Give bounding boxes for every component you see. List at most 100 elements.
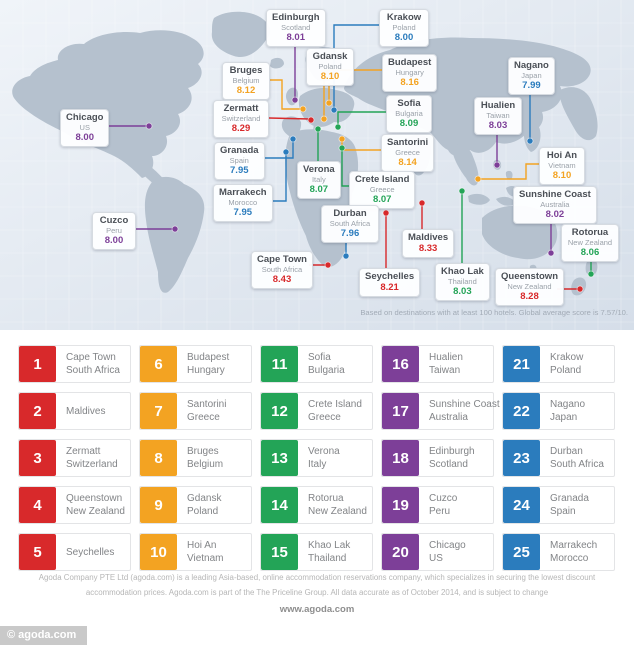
rank-number-badge: 10 bbox=[140, 534, 177, 570]
ranking-city: Rotorua bbox=[308, 493, 344, 504]
ranking-country: Switzerland bbox=[66, 459, 118, 470]
callout-country: Peru bbox=[106, 226, 122, 235]
callout-country: South Africa bbox=[329, 219, 371, 228]
ranking-city: Zermatt bbox=[66, 446, 101, 457]
callout-score: 8.21 bbox=[380, 282, 399, 293]
ranking-city: Bruges bbox=[187, 446, 219, 457]
ranking-country: Scotland bbox=[429, 459, 468, 470]
ranking-city: Maldives bbox=[66, 405, 106, 417]
callout-score: 8.10 bbox=[320, 71, 340, 82]
callout-city: Bruges bbox=[229, 65, 263, 76]
map-callout: Nagano Japan 7.99 bbox=[508, 57, 555, 95]
ranking-card: 2 Maldives bbox=[18, 392, 131, 430]
map-dot bbox=[171, 225, 179, 233]
callout-country: New Zealand bbox=[567, 238, 613, 247]
agoda-url[interactable]: www.agoda.com bbox=[279, 604, 355, 615]
ranking-column: 16 Hualien Taiwan 17 Sunshine Coast Aust… bbox=[381, 345, 500, 571]
callout-city: Maldives bbox=[408, 232, 449, 243]
rank-number-badge: 15 bbox=[261, 534, 298, 570]
ranking-card: 11 Sofia Bulgaria bbox=[260, 345, 373, 383]
map-dot bbox=[291, 96, 299, 104]
ranking-card: 14 Rotorua New Zealand bbox=[260, 486, 373, 524]
callout-city: Queenstown bbox=[501, 271, 559, 282]
ranking-card-label: Sunshine Coast Australia bbox=[419, 393, 500, 429]
callout-city: Hoi An bbox=[546, 150, 578, 161]
callout-score: 8.07 bbox=[372, 194, 392, 205]
rank-number-badge: 5 bbox=[19, 534, 56, 570]
map-dot bbox=[587, 270, 595, 278]
callout-city: Durban bbox=[333, 208, 367, 219]
ranking-country: Japan bbox=[550, 412, 578, 423]
ranking-card-label: Granada Spain bbox=[540, 487, 589, 523]
rank-number-badge: 3 bbox=[19, 440, 56, 476]
map-callout: Zermatt Switzerland 8.29 bbox=[213, 100, 269, 138]
map-dot bbox=[547, 249, 555, 257]
rank-number-badge: 18 bbox=[382, 440, 419, 476]
callout-city: Sunshine Coast bbox=[519, 189, 591, 200]
map-callout: Sunshine Coast Australia 8.02 bbox=[513, 186, 597, 224]
leader-line bbox=[268, 117, 311, 120]
callout-city: Chicago bbox=[66, 112, 104, 123]
ranking-country: Taiwan bbox=[429, 365, 461, 376]
callout-country: New Zealand bbox=[507, 282, 552, 291]
ranking-card-label: Santorini Greece bbox=[177, 393, 226, 429]
rank-number-badge: 16 bbox=[382, 346, 419, 382]
map-dot bbox=[325, 99, 333, 107]
ranking-country: Italy bbox=[308, 459, 327, 470]
ranking-card-label: Cape Town South Africa bbox=[56, 346, 120, 382]
map-dot bbox=[382, 209, 390, 217]
map-dot bbox=[282, 148, 290, 156]
ranking-country: New Zealand bbox=[66, 506, 125, 517]
rank-number-badge: 6 bbox=[140, 346, 177, 382]
callout-country: Spain bbox=[229, 156, 249, 165]
ranking-country: Belgium bbox=[187, 459, 224, 470]
ranking-grid: 1 Cape Town South Africa 2 Maldives 3 Ze… bbox=[18, 345, 616, 571]
ranking-card: 7 Santorini Greece bbox=[139, 392, 252, 430]
ranking-card: 13 Verona Italy bbox=[260, 439, 373, 477]
callout-city: Crete Island bbox=[355, 174, 410, 185]
ranking-country: Peru bbox=[429, 506, 451, 517]
ranking-country: Hungary bbox=[187, 365, 225, 376]
map-dot bbox=[289, 135, 297, 143]
callout-country: Vietnam bbox=[548, 161, 576, 170]
rank-number-badge: 4 bbox=[19, 487, 56, 523]
ranking-card: 8 Bruges Belgium bbox=[139, 439, 252, 477]
ranking-country: Morocco bbox=[550, 553, 589, 564]
rank-number-badge: 13 bbox=[261, 440, 298, 476]
callout-city: Seychelles bbox=[365, 271, 415, 282]
map-callout: Bruges Belgium 8.12 bbox=[222, 62, 270, 100]
map-dots bbox=[145, 96, 595, 293]
callout-country: Greece bbox=[369, 185, 395, 194]
map-callout: Rotorua New Zealand 8.06 bbox=[561, 224, 619, 262]
callout-score: 7.95 bbox=[230, 165, 249, 176]
callout-city: Cape Town bbox=[257, 254, 307, 265]
callout-city: Rotorua bbox=[571, 227, 609, 238]
map-callout: Maldives 8.33 bbox=[402, 229, 455, 258]
world-map: Based on destinations with at least 100 … bbox=[0, 0, 634, 330]
ranking-card: 16 Hualien Taiwan bbox=[381, 345, 494, 383]
rank-number-badge: 1 bbox=[19, 346, 56, 382]
callout-country: Bulgaria bbox=[395, 109, 423, 118]
callout-country: Taiwan bbox=[486, 111, 510, 120]
callout-city: Cuzco bbox=[99, 215, 129, 226]
callout-score: 8.28 bbox=[520, 291, 539, 302]
callout-city: Verona bbox=[303, 164, 335, 175]
callout-score: 8.00 bbox=[75, 132, 94, 143]
callout-city: Sofia bbox=[397, 98, 421, 109]
ranking-card-label: Budapest Hungary bbox=[177, 346, 229, 382]
ranking-country: Greece bbox=[187, 412, 220, 423]
ranking-card: 22 Nagano Japan bbox=[502, 392, 615, 430]
ranking-city: Crete Island bbox=[308, 399, 362, 410]
map-dot bbox=[338, 135, 346, 143]
map-callout: Marrakech Morocco 7.95 bbox=[213, 184, 273, 222]
ranking-card-label: Khao Lak Thailand bbox=[298, 534, 350, 570]
callout-country: Switzerland bbox=[221, 114, 261, 123]
leader-line bbox=[270, 79, 302, 110]
callout-country: Morocco bbox=[228, 198, 258, 207]
map-callout: Seychelles 8.21 bbox=[359, 268, 421, 297]
callout-city: Zermatt bbox=[223, 103, 259, 114]
callout-score: 8.00 bbox=[394, 32, 414, 43]
callout-score: 8.12 bbox=[236, 85, 256, 96]
callout-score: 8.06 bbox=[580, 247, 600, 258]
callout-city: Budapest bbox=[388, 57, 432, 68]
